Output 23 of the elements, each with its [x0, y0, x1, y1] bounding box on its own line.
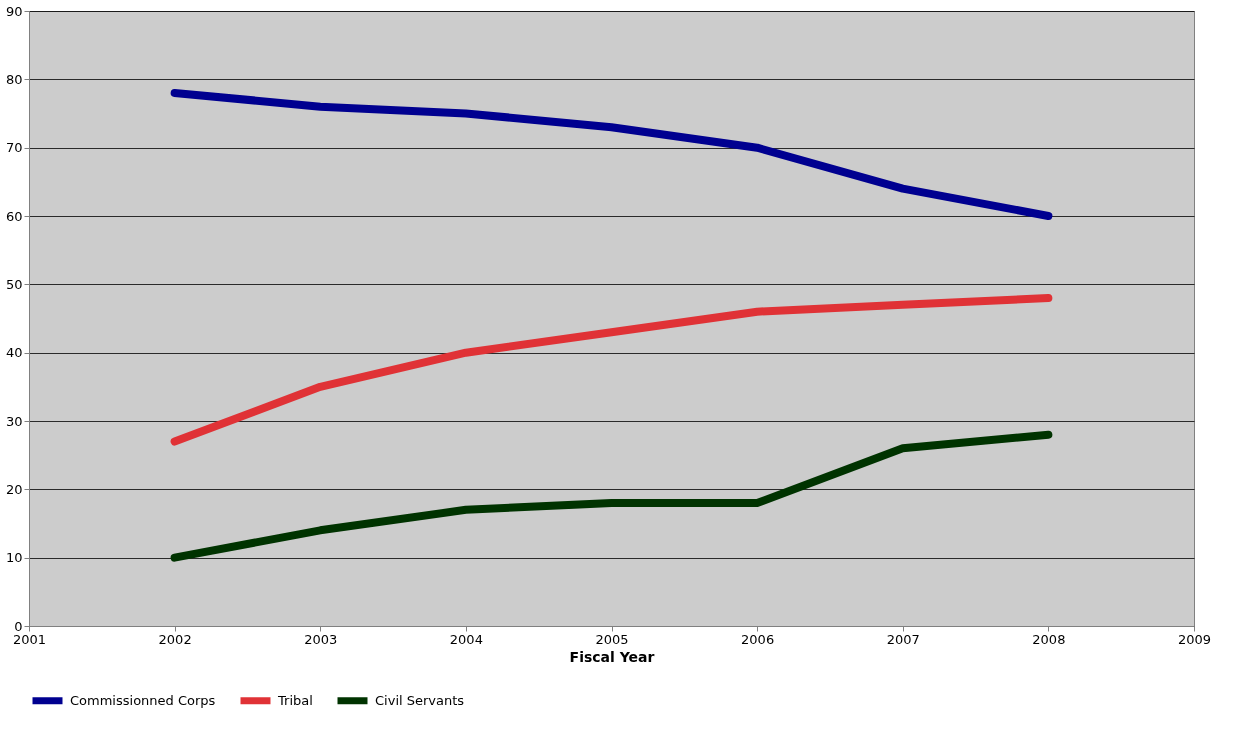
y-tick-label: 10 — [5, 550, 23, 566]
legend-label: Tribal — [277, 692, 313, 708]
y-tick-label: 60 — [5, 208, 23, 224]
x-tick-label: 2009 — [1177, 631, 1212, 647]
x-tick-label: 2007 — [886, 631, 920, 647]
y-tick-label: 50 — [5, 276, 23, 292]
x-tick-label: 2008 — [1032, 631, 1066, 647]
x-tick-label: 2002 — [158, 631, 192, 647]
y-tick-label: 40 — [5, 345, 23, 361]
x-axis-title: Fiscal Year — [569, 648, 655, 665]
y-tick-label: 70 — [5, 140, 23, 156]
x-tick-label: 2004 — [449, 631, 483, 647]
y-tick-label: 20 — [5, 481, 23, 497]
y-tick-label: 80 — [5, 71, 23, 87]
legend-label: Civil Servants — [375, 692, 465, 708]
y-tick-label: 0 — [14, 618, 23, 634]
x-tick-label: 2001 — [12, 631, 47, 647]
y-tick-label: 90 — [5, 3, 23, 19]
legend-label: Commissionned Corps — [70, 692, 216, 708]
y-tick-label: 30 — [5, 413, 23, 429]
x-tick-label: 2006 — [741, 631, 775, 647]
x-tick-label: 2003 — [304, 631, 338, 647]
x-tick-label: 2005 — [595, 631, 629, 647]
